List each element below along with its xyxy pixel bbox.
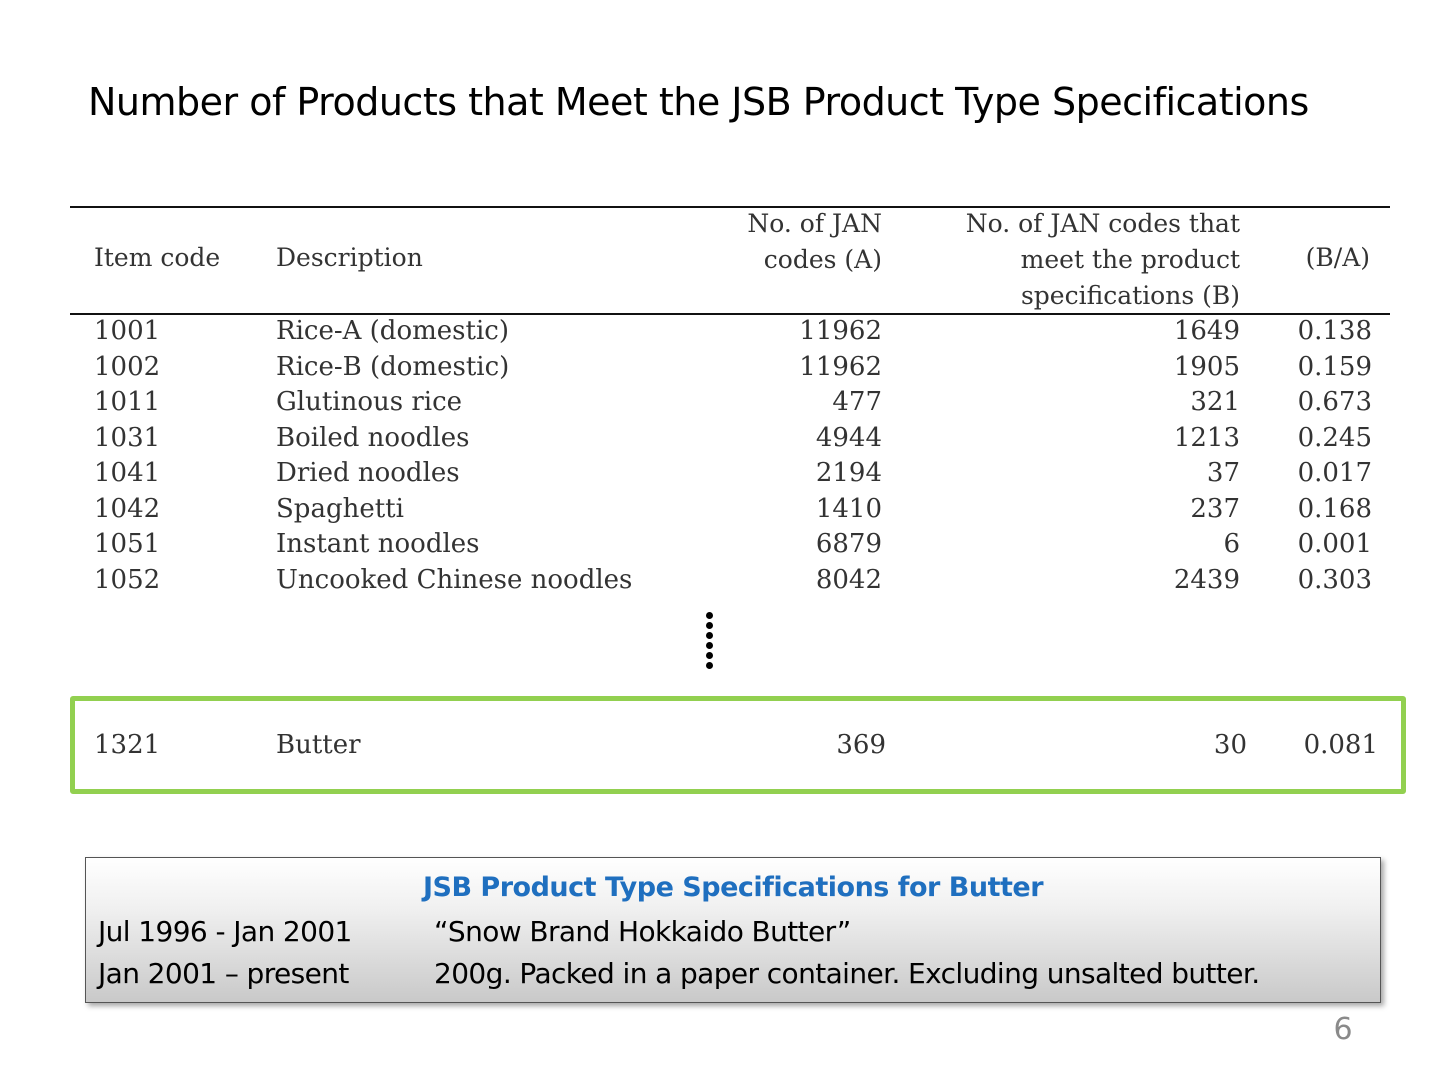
cell-count-a: 2194 bbox=[815, 458, 882, 488]
cell-count-a: 11962 bbox=[799, 351, 882, 382]
cell-ratio: 0.673 bbox=[1297, 387, 1372, 417]
header-description: Description bbox=[276, 243, 423, 272]
cell-count-b: 2439 bbox=[1173, 564, 1240, 595]
spec-entry-period: Jan 2001 – present bbox=[98, 957, 349, 990]
cell-item-code: 1321 bbox=[94, 730, 161, 760]
header-count-b-line: meet the product bbox=[1020, 245, 1240, 274]
cell-count-b: 321 bbox=[1190, 387, 1240, 417]
cell-ratio: 0.138 bbox=[1297, 316, 1372, 346]
cell-count-b: 1905 bbox=[1173, 351, 1240, 382]
table-header-rule bbox=[70, 313, 1390, 315]
cell-item-code: 1051 bbox=[94, 529, 161, 559]
highlighted-row-butter: 1321 Butter 369 30 0.081 bbox=[70, 696, 1406, 794]
cell-count-b: 1649 bbox=[1173, 316, 1240, 346]
cell-item-code: 1041 bbox=[94, 458, 161, 488]
slide-title: Number of Products that Meet the JSB Pro… bbox=[88, 80, 1309, 124]
cell-description: Boiled noodles bbox=[276, 422, 470, 453]
table-row: 1052 Uncooked Chinese noodles 8042 2439 … bbox=[70, 563, 1390, 599]
ellipsis-dot bbox=[706, 622, 713, 629]
cell-description: Instant noodles bbox=[276, 529, 480, 559]
header-count-b-line: specifications (B) bbox=[1020, 281, 1240, 310]
cell-item-code: 1002 bbox=[94, 351, 161, 382]
spec-box: JSB Product Type Specifications for Butt… bbox=[85, 857, 1381, 1003]
header-count-a: No. of JAN codes (A) bbox=[660, 206, 882, 278]
cell-count-a: 1410 bbox=[815, 493, 882, 524]
cell-count-b: 37 bbox=[1206, 458, 1240, 488]
cell-description: Uncooked Chinese noodles bbox=[276, 564, 633, 595]
vertical-ellipsis-icon bbox=[704, 612, 716, 670]
table-row: 1011 Glutinous rice 477 321 0.673 bbox=[70, 385, 1390, 421]
ellipsis-dot bbox=[706, 632, 713, 639]
spec-entry-period: Jul 1996 - Jan 2001 bbox=[98, 915, 352, 948]
cell-item-code: 1042 bbox=[94, 493, 161, 524]
cell-count-b: 237 bbox=[1190, 493, 1240, 524]
cell-description: Rice-A (domestic) bbox=[276, 316, 509, 346]
ellipsis-dot bbox=[706, 612, 713, 619]
header-count-a-line: codes (A) bbox=[763, 245, 882, 274]
ellipsis-dot bbox=[706, 642, 713, 649]
table-row: 1041 Dried noodles 2194 37 0.017 bbox=[70, 456, 1390, 492]
header-ratio: (B/A) bbox=[1305, 243, 1370, 272]
table-body: 1001 Rice-A (domestic) 11962 1649 0.138 … bbox=[70, 314, 1390, 598]
cell-item-code: 1001 bbox=[94, 316, 161, 346]
cell-ratio: 0.245 bbox=[1297, 422, 1372, 453]
cell-count-a: 6879 bbox=[815, 529, 882, 559]
spec-entry-description: “Snow Brand Hokkaido Butter” bbox=[434, 915, 851, 948]
cell-count-b: 1213 bbox=[1173, 422, 1240, 453]
spec-entry-description: 200g. Packed in a paper container. Exclu… bbox=[434, 957, 1260, 990]
cell-count-a: 8042 bbox=[815, 564, 882, 595]
cell-ratio: 0.159 bbox=[1297, 351, 1372, 382]
cell-description: Spaghetti bbox=[276, 493, 404, 524]
cell-description: Rice-B (domestic) bbox=[276, 351, 510, 382]
cell-count-b: 30 bbox=[1213, 730, 1247, 760]
spec-box-title: JSB Product Type Specifications for Butt… bbox=[422, 872, 1044, 903]
cell-count-a: 477 bbox=[832, 387, 882, 417]
cell-item-code: 1052 bbox=[94, 564, 161, 595]
ellipsis-dot bbox=[706, 662, 713, 669]
table-row: 1001 Rice-A (domestic) 11962 1649 0.138 bbox=[70, 314, 1390, 350]
table-top-rule bbox=[70, 206, 1390, 208]
table-row: 1002 Rice-B (domestic) 11962 1905 0.159 bbox=[70, 350, 1390, 386]
cell-count-a: 4944 bbox=[815, 422, 882, 453]
cell-count-b: 6 bbox=[1223, 529, 1240, 559]
cell-ratio: 0.001 bbox=[1297, 529, 1372, 559]
table-row: 1051 Instant noodles 6879 6 0.001 bbox=[70, 527, 1390, 563]
cell-item-code: 1011 bbox=[94, 387, 161, 417]
cell-item-code: 1031 bbox=[94, 422, 161, 453]
table-row: 1042 Spaghetti 1410 237 0.168 bbox=[70, 492, 1390, 528]
header-item-code: Item code bbox=[94, 243, 221, 272]
page-number: 6 bbox=[1333, 1012, 1353, 1047]
cell-ratio: 0.081 bbox=[1303, 730, 1378, 760]
cell-ratio: 0.017 bbox=[1297, 458, 1372, 488]
cell-ratio: 0.168 bbox=[1297, 493, 1372, 524]
cell-description: Glutinous rice bbox=[276, 387, 463, 417]
header-count-b: No. of JAN codes that meet the product s… bbox=[900, 206, 1240, 314]
cell-description: Butter bbox=[276, 730, 361, 760]
header-count-b-line: No. of JAN codes that bbox=[965, 209, 1240, 238]
cell-count-a: 369 bbox=[836, 730, 886, 760]
table-row: 1031 Boiled noodles 4944 1213 0.245 bbox=[70, 421, 1390, 457]
cell-ratio: 0.303 bbox=[1297, 564, 1372, 595]
cell-description: Dried noodles bbox=[276, 458, 460, 488]
cell-count-a: 11962 bbox=[799, 316, 882, 346]
header-count-a-line: No. of JAN bbox=[747, 209, 882, 238]
ellipsis-dot bbox=[706, 652, 713, 659]
